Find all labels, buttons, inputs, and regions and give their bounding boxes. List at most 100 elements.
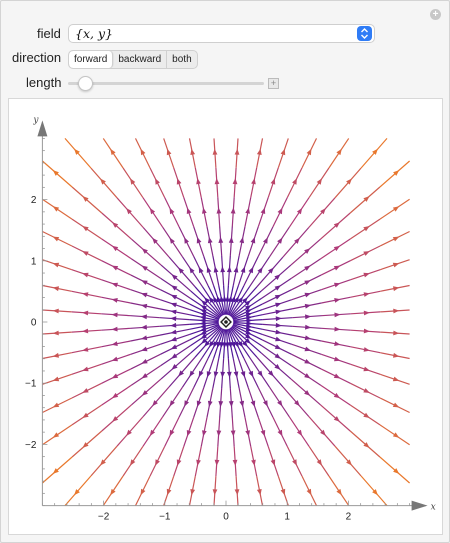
streamline-arrowhead [363,412,370,418]
streamline-arrowhead [304,292,311,298]
streamline-arrowhead [240,371,246,378]
streamline-arrowhead [155,459,160,466]
length-slider-track[interactable] [68,82,264,85]
streamline-arrowhead [245,333,252,339]
x-tick-label: −1 [159,512,171,523]
streamline-arrowhead [392,262,400,268]
streamline-arrowhead [393,330,400,336]
streamline-arrowhead [170,294,178,300]
streamline-arrowhead [275,329,282,335]
field-select[interactable]: {x, y} [68,24,375,43]
streamline-arrowhead [333,373,341,379]
select-chevron-icon[interactable] [357,26,372,41]
streamline-arrowhead [333,245,341,252]
y-axis-title: y [32,115,39,125]
streamline-arrowhead [277,429,283,437]
streamline-arrowhead [245,309,252,315]
y-tick-label: −2 [25,440,37,451]
streamline-arrowhead [260,207,266,214]
streamline-arrowhead [166,148,172,156]
y-axis-arrowhead [37,120,48,137]
streamline-arrowhead [216,430,222,437]
streamline-arrowhead [126,429,132,436]
x-tick-label: 0 [223,512,229,523]
streamline-arrowhead [171,364,178,370]
y-tick-label: 0 [31,318,37,329]
streamline-arrowhead [52,468,59,474]
streamline-arrowhead [242,297,248,304]
field-select-value: {x, y} [75,26,113,41]
options-plus-icon[interactable]: + [430,9,441,20]
direction-option-backward[interactable]: backward [113,51,168,68]
streamline-arrowhead [233,266,239,273]
streamline-arrowhead [226,371,232,378]
streamline-arrowhead [393,286,400,292]
streamline-arrowhead [189,267,195,274]
streamline-arrowhead [275,322,282,328]
streamline-arrowhead [280,488,286,496]
streamline-arrowhead [52,308,59,314]
streamline-arrowhead [251,178,256,185]
vector-plot: y x −2 −1 0 1 2 −2 −1 0 1 2 [25,115,436,523]
streamline-arrowhead [170,344,178,350]
streamline-arrowhead [245,305,252,311]
streamline-arrowhead [372,489,378,496]
streamline-arrowhead [82,272,89,278]
streamline-arrowhead [245,312,253,318]
streamline-arrowhead [52,330,59,336]
streamline-arrowhead [336,148,342,156]
streamline-arrowhead [274,294,282,300]
streamline-arrowhead [230,207,236,214]
streamline-arrowhead [304,280,311,285]
streamline-arrowhead [334,298,341,303]
streamline-arrowhead [334,341,341,346]
streamline-arrowhead [213,371,219,378]
direction-label: direction [12,50,62,65]
streamline-arrowhead [392,402,400,408]
length-slider-thumb[interactable] [78,76,93,91]
streamline-arrowhead [246,320,253,326]
streamline-arrowhead [213,296,219,303]
streamline-arrowhead [100,459,106,466]
streamline-arrowhead [149,207,156,215]
streamline-arrowhead [171,274,178,280]
streamline-arrowhead [100,178,106,185]
streamline-arrowhead [304,390,311,396]
streamline-arrowhead [239,236,245,244]
streamline-arrowhead [320,208,326,215]
streamline-arrowhead [274,285,281,291]
direction-option-forward[interactable]: forward [69,51,114,68]
streamline-arrowhead [110,488,116,496]
streamline-arrowhead [200,333,207,339]
slider-expand-icon[interactable]: + [268,78,279,89]
streamline-arrowhead [304,303,312,309]
streamline-arrowhead [186,207,192,214]
streamline-arrowhead [304,248,311,254]
streamline-arrowhead [209,296,215,303]
streamline-arrowhead [304,335,312,341]
direction-option-both[interactable]: both [172,54,192,65]
streamline-arrowhead [190,489,196,496]
streamline-arrowhead [111,312,118,318]
streamline-arrowhead [141,280,148,285]
streamline-arrowhead [248,370,254,378]
streamline-arrowhead [251,459,256,466]
streamline-arrowhead [149,429,156,437]
streamline-arrowhead [230,341,236,349]
streamline-arrowhead [152,237,158,244]
streamline-arrowhead [392,376,400,382]
streamline-arrowhead [178,267,184,274]
streamline-arrowhead [112,222,119,228]
streamline-arrowhead [363,328,370,334]
streamline-arrowhead [201,338,208,344]
streamline-arrowhead [140,324,147,330]
streamline-arrowhead [207,400,213,408]
streamline-arrowhead [240,266,246,273]
vector-field-arrows [42,138,410,506]
streamline-arrowhead [170,316,177,322]
streamline-arrowhead [242,340,248,347]
streamline-arrowhead [141,248,148,254]
streamline-arrowhead [244,338,251,344]
streamline-arrowhead [334,356,341,362]
streamline-arrowhead [141,346,148,352]
